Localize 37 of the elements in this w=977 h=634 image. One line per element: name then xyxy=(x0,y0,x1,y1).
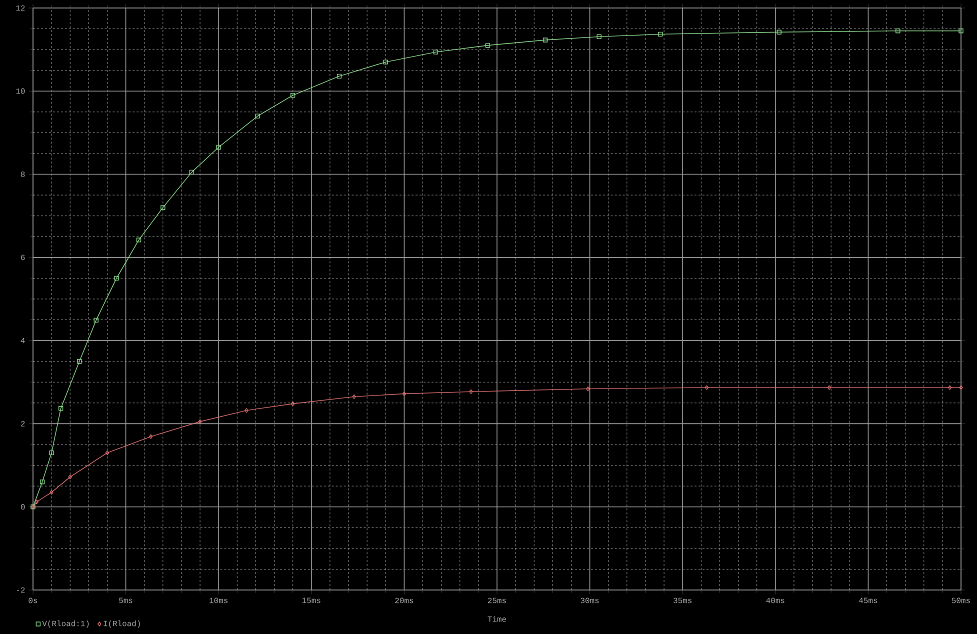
point xyxy=(896,28,900,34)
point xyxy=(290,92,296,98)
point xyxy=(136,238,142,242)
point xyxy=(77,359,82,364)
point xyxy=(34,500,39,504)
point xyxy=(596,34,602,40)
point xyxy=(291,401,295,406)
point xyxy=(352,394,356,400)
point xyxy=(433,50,438,54)
point xyxy=(189,170,194,175)
point xyxy=(216,144,221,150)
point xyxy=(948,385,952,390)
point xyxy=(542,38,548,42)
point xyxy=(469,389,473,394)
point xyxy=(198,419,202,424)
point xyxy=(336,74,342,79)
point xyxy=(402,391,406,396)
point xyxy=(49,450,54,456)
point xyxy=(704,385,709,390)
point xyxy=(68,474,72,480)
point xyxy=(160,205,166,210)
point xyxy=(114,276,119,281)
point xyxy=(658,32,663,37)
point xyxy=(50,490,54,495)
point xyxy=(586,386,590,392)
point xyxy=(149,434,153,439)
point xyxy=(827,385,832,390)
point xyxy=(94,318,98,323)
point xyxy=(40,480,45,484)
point xyxy=(776,30,782,34)
point xyxy=(255,114,260,118)
point xyxy=(485,43,490,48)
point xyxy=(383,60,388,64)
point xyxy=(105,450,110,456)
point xyxy=(244,408,248,413)
point xyxy=(958,28,964,34)
point xyxy=(58,406,64,411)
